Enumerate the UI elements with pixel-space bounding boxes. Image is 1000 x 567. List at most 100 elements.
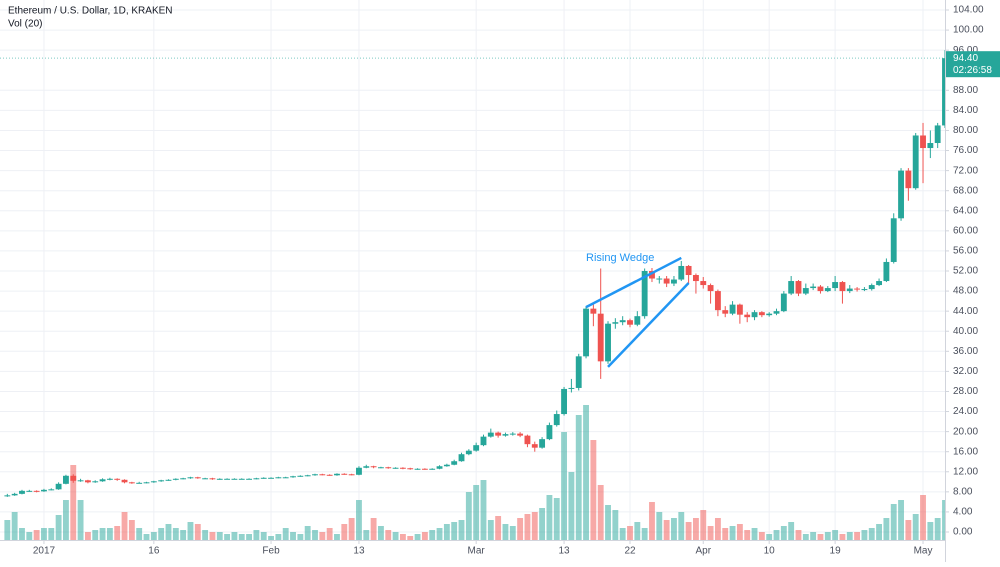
candle-body (795, 281, 802, 294)
volume-bar (641, 528, 648, 540)
candle-body (319, 474, 326, 476)
candle-body (443, 464, 450, 467)
candle-body (876, 281, 882, 286)
y-tick-label: 60.00 (953, 225, 978, 236)
volume-bar (451, 522, 458, 540)
candle-body (92, 481, 99, 483)
candle-body (378, 467, 384, 469)
candle-body (180, 478, 187, 480)
y-tick-label: 56.00 (953, 246, 978, 257)
volume-bar (810, 532, 817, 540)
volume-bar (524, 514, 531, 540)
y-tick-label: 40.00 (953, 326, 978, 337)
candle-body (136, 482, 143, 484)
candle-body (898, 170, 904, 219)
volume-bar (736, 524, 743, 540)
candle-body (649, 271, 655, 279)
y-tick-label: 76.00 (953, 145, 978, 156)
candle-body (77, 480, 84, 482)
y-tick-label: 20.00 (953, 426, 978, 437)
candle-body (275, 477, 282, 479)
candle-body (773, 311, 780, 314)
volume-bar (84, 532, 91, 540)
candle-body (780, 293, 787, 312)
candle-body (597, 313, 604, 362)
volume-bar (407, 536, 414, 540)
candle-body (260, 477, 267, 479)
volume-bar (568, 472, 575, 540)
volume-bar (861, 530, 868, 540)
candle-body (788, 281, 795, 294)
candle-body (678, 265, 685, 280)
volume-bar (99, 528, 106, 540)
volume-bar (436, 528, 443, 540)
candle-body (553, 414, 560, 426)
candle-body (627, 320, 633, 325)
candle-body (334, 473, 340, 476)
volume-bar (319, 532, 326, 540)
volume-bar (421, 532, 428, 540)
volume-bar (209, 532, 216, 540)
candle-body (114, 478, 121, 480)
volume-bar (678, 512, 685, 540)
candle-body (370, 466, 377, 468)
volume-bar (150, 532, 157, 540)
candle-body (55, 483, 62, 490)
volume-bar (780, 526, 787, 540)
y-tick-label: 48.00 (953, 286, 978, 297)
volume-bar (707, 526, 714, 540)
volume-bar (802, 534, 809, 540)
annotation-label: Rising Wedge (586, 252, 654, 264)
candle-body (99, 479, 106, 482)
candle-body (128, 482, 135, 484)
x-tick-label: 22 (624, 546, 636, 557)
volume-bar (583, 405, 589, 540)
candle-body (634, 316, 641, 325)
candle-body (714, 291, 721, 311)
volume-bar (854, 532, 861, 540)
volume-bar (92, 530, 99, 540)
y-tick-label: 100.00 (953, 25, 984, 36)
volume-bar (158, 528, 165, 540)
y-tick-label: 16.00 (953, 446, 978, 457)
candle-body (224, 478, 231, 480)
y-tick-label: 84.00 (953, 105, 978, 116)
volume-bar (443, 524, 450, 540)
volume-bar (26, 532, 33, 540)
y-tick-label: 12.00 (953, 466, 978, 477)
volume-bar (744, 530, 751, 540)
candle-body (399, 467, 406, 469)
candle-body (832, 282, 839, 289)
volume-bar (165, 524, 172, 540)
candle-body (509, 433, 516, 435)
candle-body (356, 467, 362, 475)
volume-bar (663, 520, 670, 540)
candle-body (436, 466, 443, 469)
volume-bar (143, 534, 150, 540)
chart-title: Ethereum / U.S. Dollar, 1D, KRAKEN (8, 6, 173, 17)
volume-bar (846, 532, 853, 540)
volume-bar (590, 440, 597, 540)
volume-bar (334, 534, 340, 540)
candle-body (495, 432, 502, 436)
candle-body (546, 425, 553, 440)
volume-bar (473, 485, 480, 540)
candle-body (19, 490, 25, 494)
candle-body (106, 478, 113, 480)
volume-title: Vol (20) (8, 19, 42, 30)
x-tick-label: Mar (468, 546, 486, 557)
candle-body (341, 473, 348, 475)
volume-bar (509, 526, 516, 540)
volume-bar (627, 526, 633, 540)
candle-body (854, 288, 861, 290)
candle-body (238, 478, 245, 480)
candle-body (480, 436, 487, 446)
candle-body (846, 288, 853, 292)
y-tick-label: 72.00 (953, 165, 978, 176)
candle-body (758, 312, 765, 316)
volume-bar (77, 500, 84, 540)
y-tick-label: 0.00 (953, 527, 973, 538)
x-tick-label: 13 (559, 546, 571, 557)
y-tick-label: 96.00 (953, 45, 978, 56)
